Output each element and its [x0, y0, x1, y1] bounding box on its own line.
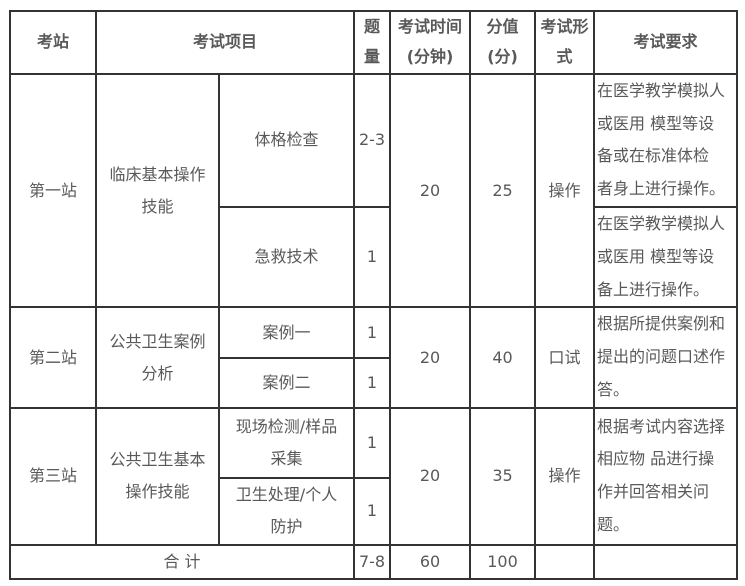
exam-stations-table: 考站 考试项目 题 量 考试时间 (分钟) 分值 (分) 考试形 式 考试要求 …	[8, 10, 739, 580]
station3-item1: 现场检测/样品 采集	[217, 406, 356, 479]
station2-form: 口试	[534, 306, 596, 409]
station2-requirement: 根据所提供案例和 提出的问题口述作 答。	[593, 306, 739, 409]
station2-item1: 案例一	[217, 306, 356, 360]
header-score: 分值 (分)	[469, 10, 537, 75]
totals-qty: 7-8	[353, 543, 392, 580]
station2-category: 公共卫生案例 分析	[95, 306, 220, 409]
station2-score: 40	[469, 306, 537, 409]
station2-item1-qty: 1	[353, 306, 392, 360]
station3-item2-qty: 1	[353, 476, 392, 546]
station1-item1-qty: 2-3	[353, 72, 392, 208]
table-row: 卫生处理/个人 防护 1	[10, 476, 737, 546]
totals-row: 合 计 7-8 60 100	[8, 543, 739, 580]
station2-name: 第二站	[9, 306, 97, 409]
station1-name: 第一站	[9, 72, 97, 309]
totals-form-empty	[534, 543, 596, 580]
station3-form: 操作	[534, 406, 596, 546]
header-exam-items: 考试项目	[94, 10, 356, 75]
station3-score: 35	[469, 406, 537, 546]
station3-time: 20	[389, 406, 472, 546]
station3-item2: 卫生处理/个人 防护	[217, 476, 356, 546]
station1-score: 25	[469, 72, 537, 309]
station1-form: 操作	[534, 72, 596, 309]
totals-requirements-empty	[593, 543, 739, 580]
station3-item1-qty: 1	[353, 406, 392, 479]
station2-item2-qty: 1	[353, 357, 392, 409]
table-row: 第一站 临床基本操作 技能 体格检查 2-3 20 25 操作 在医学教学模拟人…	[9, 72, 739, 309]
totals-time: 60	[389, 543, 472, 580]
station1-item2-requirement: 在医学教学模拟人 或医用 模型等设 备上进行操作。	[593, 205, 739, 309]
station2-item2: 案例二	[217, 357, 356, 409]
header-requirements: 考试要求	[593, 10, 739, 75]
station1-item2-qty: 1	[353, 205, 392, 309]
header-station: 考站	[9, 10, 97, 75]
station1-time: 20	[389, 72, 472, 309]
station1-item1: 体格检查	[217, 72, 356, 208]
station1-item1-requirement: 在医学教学模拟人 或医用 模型等设 备或在标准体检 者身上进行操作。	[593, 72, 739, 208]
station2-time: 20	[389, 306, 472, 409]
header-form: 考试形 式	[534, 10, 596, 75]
station1-category: 临床基本操作 技能	[95, 72, 220, 309]
header-row: 考站 考试项目 题 量 考试时间 (分钟) 分值 (分) 考试形 式 考试要求	[9, 10, 739, 75]
station1-item2: 急救技术	[217, 205, 356, 309]
station3-requirement: 根据考试内容选择 相应物 品进行操 作并回答相关问 题。	[593, 406, 739, 546]
table-row: 第二站 公共卫生案例 分析 案例一 1 20 40 口试 根据所提供案例和 提出…	[9, 306, 739, 409]
station3-category: 公共卫生基本 操作技能	[95, 406, 220, 546]
header-quantity: 题 量	[353, 10, 392, 75]
table-row: 急救技术 1 在医学教学模拟人 或医用 模型等设 备上进行操作。	[10, 205, 739, 309]
totals-label: 合 计	[8, 543, 356, 580]
totals-score: 100	[469, 543, 537, 580]
header-time: 考试时间 (分钟)	[389, 10, 472, 75]
table-row: 案例二 1	[10, 357, 737, 409]
table-row: 第三站 公共卫生基本 操作技能 现场检测/样品 采集 1 20 35 操作 根据…	[9, 406, 739, 546]
station3-name: 第三站	[9, 406, 97, 546]
